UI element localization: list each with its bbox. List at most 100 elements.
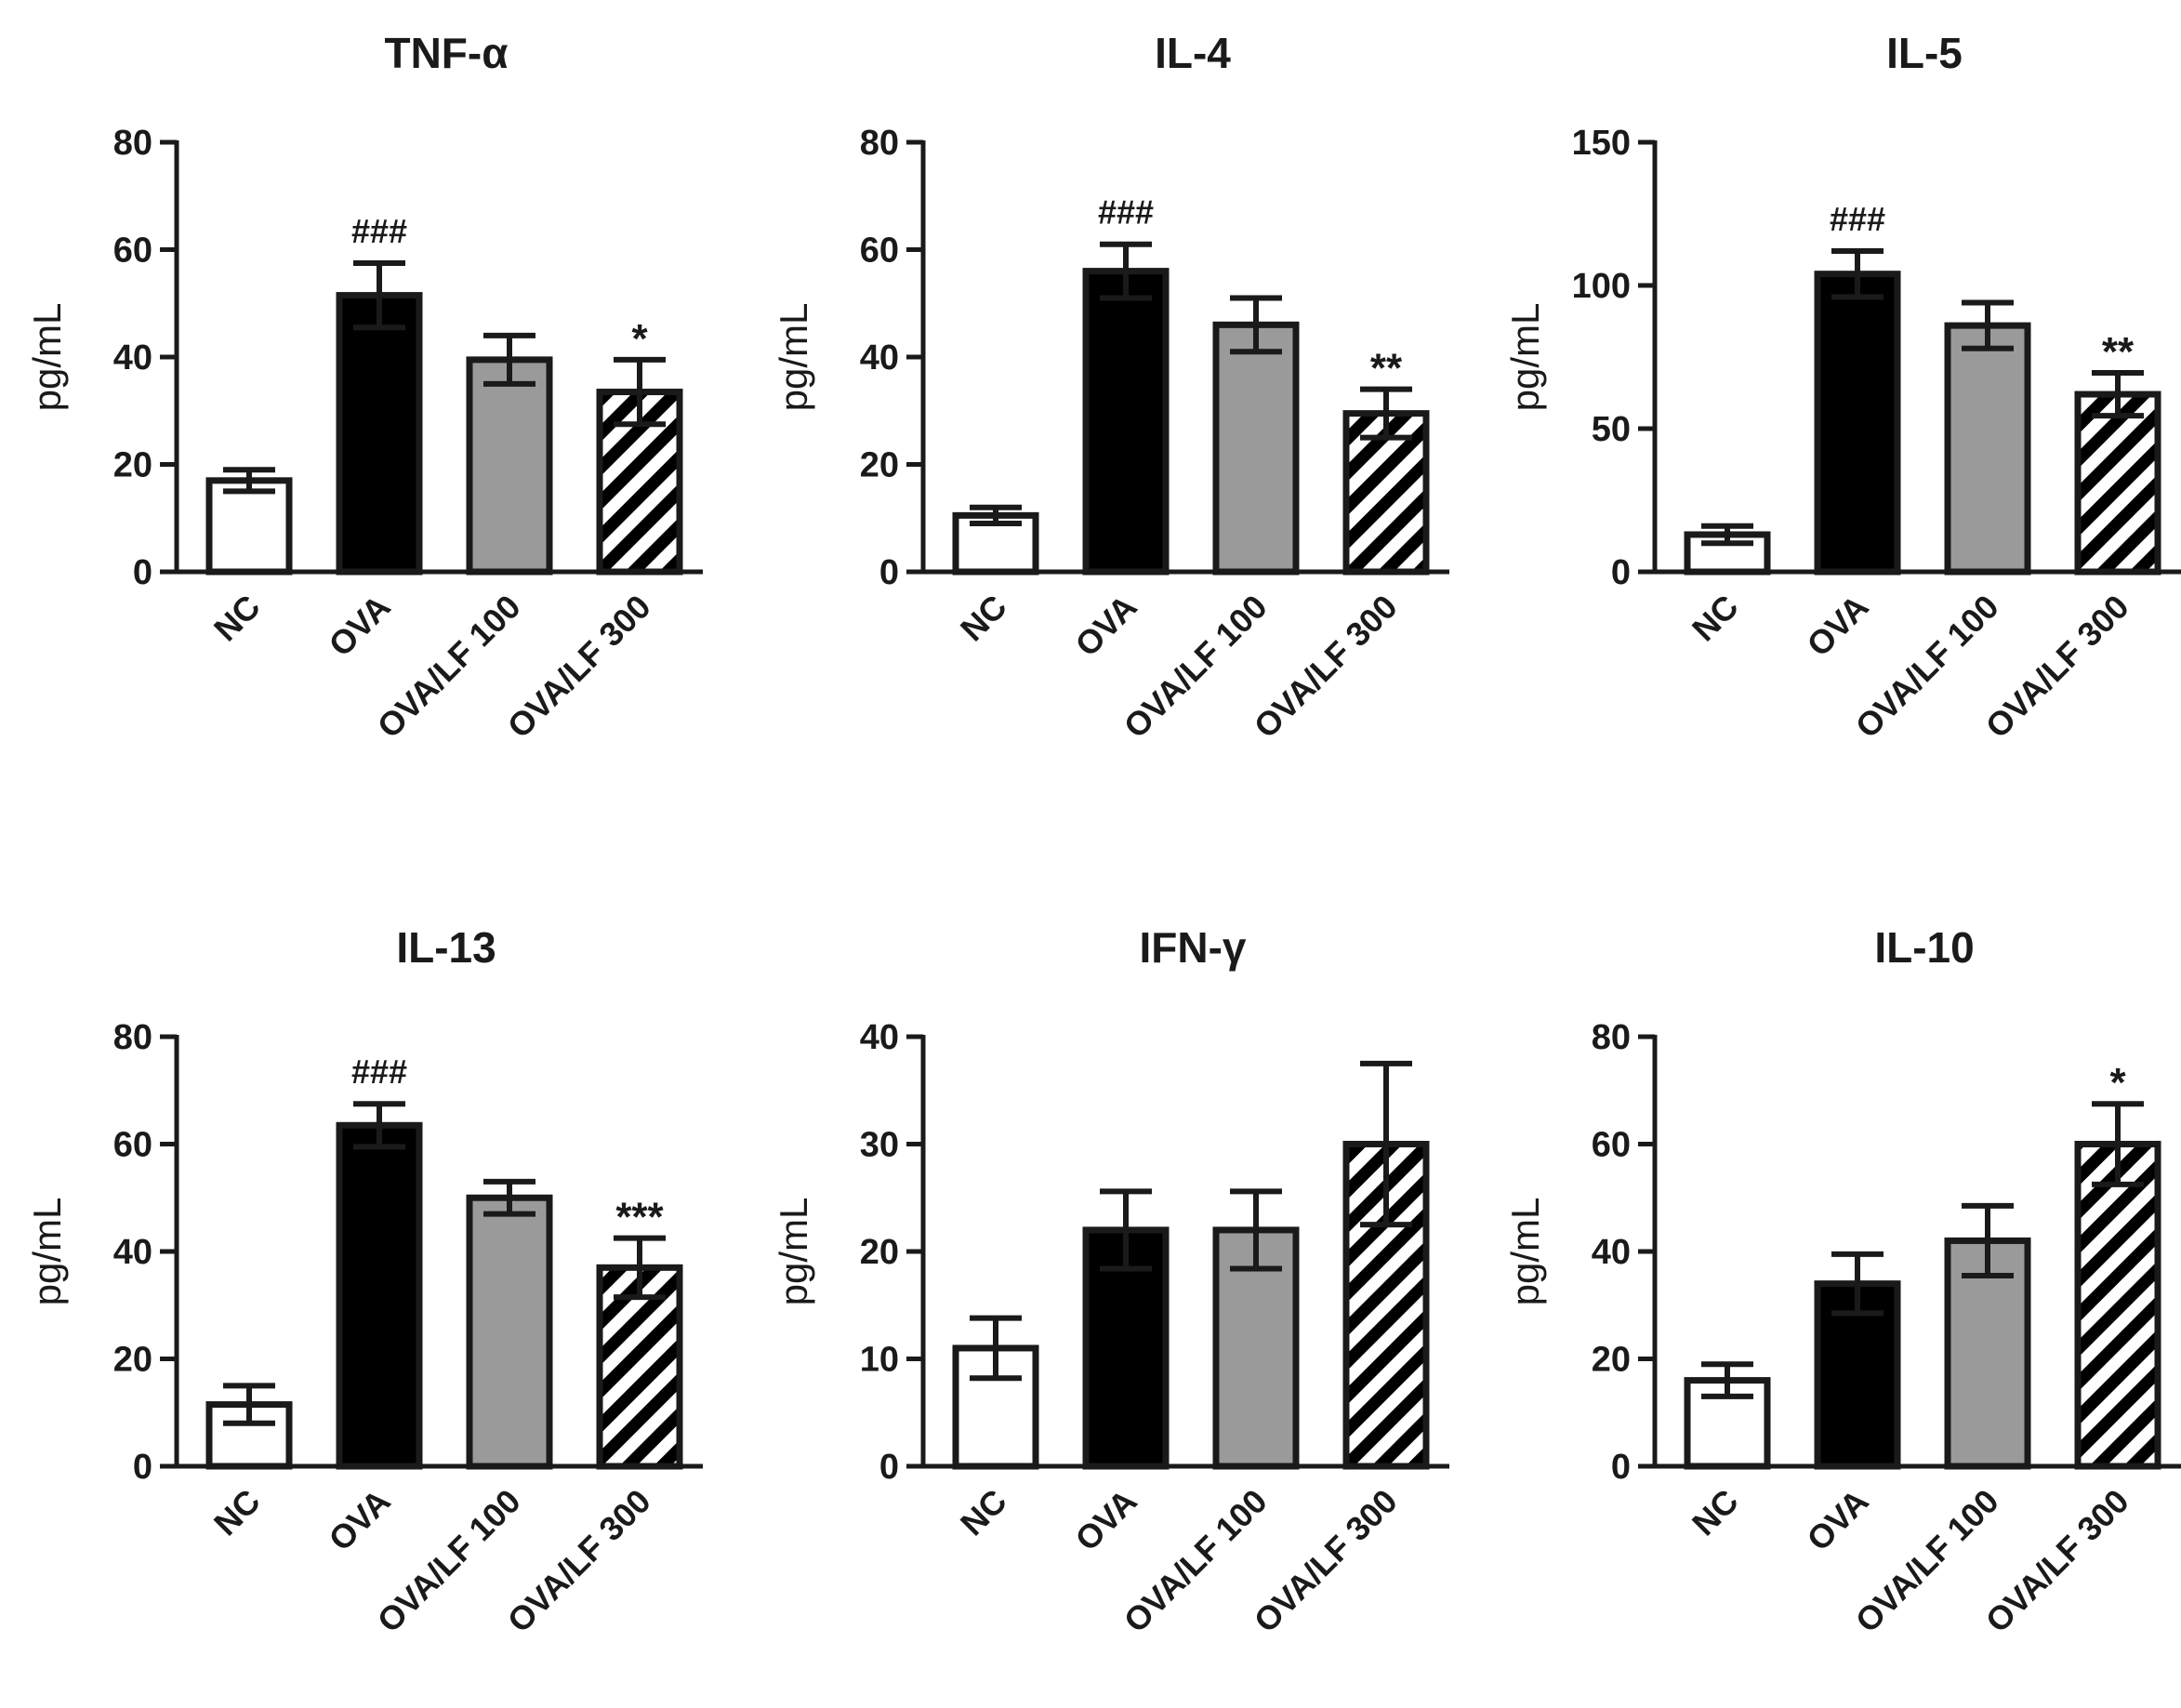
y-tick-label: 0 <box>133 553 152 592</box>
y-tick-label: 30 <box>860 1126 899 1165</box>
error-bar <box>1100 1188 1152 1272</box>
x-category-label: NC <box>953 588 1014 649</box>
error-bar <box>1831 248 1884 300</box>
significance-label: ### <box>1098 193 1154 232</box>
x-category-label: OVA <box>1799 588 1875 664</box>
error-bar <box>970 1315 1022 1382</box>
y-tick-label: 20 <box>113 446 152 485</box>
chart-title: IL-13 <box>396 923 496 972</box>
y-axis-label: pg/mL <box>1503 1198 1547 1306</box>
bar-ova <box>336 292 423 576</box>
y-axis-label: pg/mL <box>25 303 69 412</box>
bar-nc <box>205 477 293 576</box>
error-bar <box>614 1235 666 1301</box>
y-tick-label: 20 <box>860 446 899 485</box>
error-bar <box>223 1383 275 1426</box>
y-tick-label: 80 <box>860 124 899 163</box>
y-tick-label: 100 <box>1572 267 1631 306</box>
bar-ova <box>336 1121 423 1470</box>
error-bar <box>1360 386 1412 441</box>
y-tick-label: 60 <box>860 232 899 271</box>
x-category-label: OVA <box>1067 588 1143 664</box>
y-tick-label: 80 <box>113 124 152 163</box>
x-category-label: NC <box>1685 588 1746 649</box>
y-tick-label: 10 <box>860 1341 899 1380</box>
y-tick-label: 150 <box>1572 124 1631 163</box>
y-tick-label: 60 <box>1592 1126 1631 1165</box>
significance-label: *** <box>615 1195 664 1240</box>
error-bar <box>353 1101 405 1150</box>
y-tick-label: 60 <box>113 232 152 271</box>
bar-ova-lf-100 <box>1212 321 1300 576</box>
chart-title: IL-10 <box>1874 923 1974 972</box>
x-category-label: NC <box>1685 1482 1746 1543</box>
y-tick-label: 0 <box>133 1448 152 1487</box>
error-bar <box>1962 1202 2014 1278</box>
chart-title: TNF-α <box>384 29 508 77</box>
x-category-label: OVA <box>1067 1482 1143 1558</box>
y-axis-label: pg/mL <box>772 1198 815 1306</box>
bar-ova-lf-300 <box>2074 1141 2161 1470</box>
y-tick-label: 0 <box>879 1448 899 1487</box>
error-bar <box>970 504 1022 527</box>
y-tick-label: 0 <box>1611 1448 1631 1487</box>
error-bar <box>2092 369 2144 419</box>
error-bar <box>1230 295 1282 355</box>
x-category-label: OVA <box>321 1482 397 1558</box>
error-bar <box>353 259 405 331</box>
significance-label: * <box>631 316 648 362</box>
significance-label: ** <box>1370 346 1403 391</box>
y-tick-label: 20 <box>1592 1341 1631 1380</box>
chart-title: IL-4 <box>1155 29 1231 77</box>
error-bar <box>483 1178 535 1217</box>
x-category-label: NC <box>953 1482 1014 1543</box>
error-bar <box>1701 523 1753 547</box>
error-bar <box>223 467 275 495</box>
chart-title: IFN-γ <box>1140 923 1247 972</box>
y-axis-label: pg/mL <box>1503 303 1547 412</box>
y-tick-label: 80 <box>113 1018 152 1057</box>
bar-ova-lf-100 <box>1944 322 2031 576</box>
significance-label: ### <box>351 1053 407 1091</box>
error-bar <box>1360 1060 1412 1228</box>
x-category-label: OVA <box>1799 1482 1875 1558</box>
significance-label: * <box>2109 1060 2126 1106</box>
error-bar <box>483 332 535 387</box>
y-tick-label: 40 <box>860 1018 899 1057</box>
y-tick-label: 0 <box>1611 553 1631 592</box>
bar-ova-lf-100 <box>466 1194 553 1470</box>
error-bar <box>1701 1361 1753 1399</box>
error-bar <box>1962 299 2014 351</box>
y-tick-label: 20 <box>860 1233 899 1272</box>
chart-title: IL-5 <box>1886 29 1963 77</box>
y-tick-label: 40 <box>860 338 899 377</box>
error-bar <box>2092 1101 2144 1187</box>
significance-label: ### <box>1830 200 1885 238</box>
error-bar <box>1100 241 1152 301</box>
significance-label: ** <box>2102 329 2135 375</box>
y-axis-label: pg/mL <box>25 1198 69 1306</box>
x-category-label: OVA <box>321 588 397 664</box>
y-axis-label: pg/mL <box>772 303 815 412</box>
error-bar <box>614 356 666 428</box>
y-tick-label: 80 <box>1592 1018 1631 1057</box>
y-tick-label: 40 <box>1592 1233 1631 1272</box>
error-bar <box>1230 1188 1282 1272</box>
bar-ova-lf-100 <box>466 356 553 576</box>
y-tick-label: 40 <box>113 1233 152 1272</box>
bar-ova-lf-300 <box>2074 391 2161 576</box>
bar-ova <box>1814 271 1901 576</box>
x-category-label: NC <box>206 1482 268 1543</box>
y-tick-label: 20 <box>113 1341 152 1380</box>
bar-ova <box>1082 268 1170 576</box>
y-tick-label: 50 <box>1592 410 1631 449</box>
y-tick-label: 40 <box>113 338 152 377</box>
